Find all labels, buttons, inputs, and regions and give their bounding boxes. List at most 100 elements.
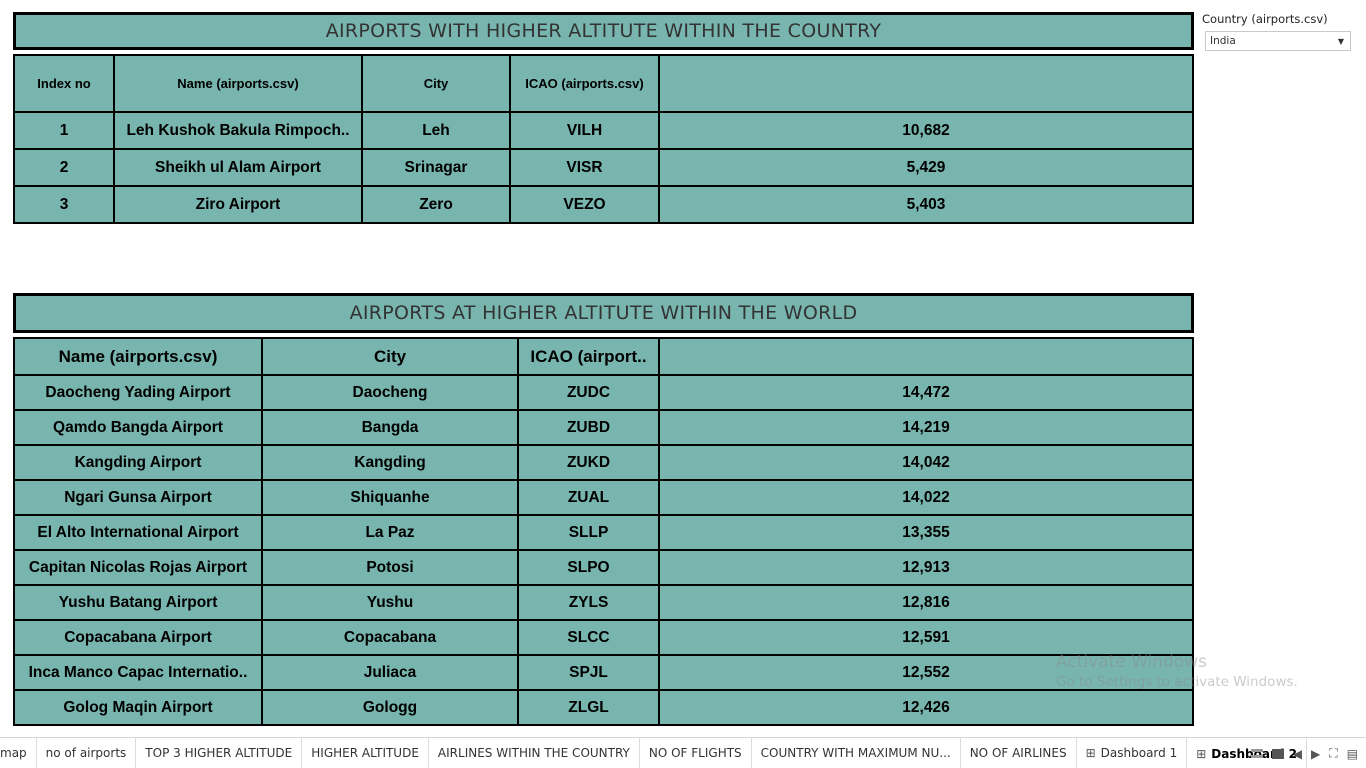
airport-name-cell: Copacabana Airport [13, 619, 263, 656]
world-altitude-table: Name (airports.csv) City ICAO (airport..… [13, 337, 1194, 726]
country-table-title: AIRPORTS WITH HIGHER ALTITUTE WITHIN THE… [13, 12, 1194, 50]
tab-top-3-higher-altitude[interactable]: TOP 3 HIGHER ALTITUDE [136, 737, 303, 768]
sheet-tab-bar: map no of airports TOP 3 HIGHER ALTITUDE… [0, 737, 1366, 768]
column-header[interactable]: Name (airports.csv) [113, 54, 363, 113]
table-row[interactable]: Qamdo Bangda Airport Bangda ZUBD 14,219 [13, 409, 1194, 446]
chevron-down-icon[interactable]: ▼ [1337, 36, 1344, 46]
altitude-cell: 14,022 [658, 479, 1194, 516]
table-header-row: Index no Name (airports.csv) City ICAO (… [13, 54, 1194, 113]
icao-cell: ZYLS [517, 584, 660, 621]
altitude-cell: 5,403 [658, 185, 1194, 224]
dropdown-value: India [1210, 35, 1236, 47]
index-cell: 3 [13, 185, 115, 224]
airport-name-cell: Leh Kushok Bakula Rimpoch.. [113, 111, 363, 150]
column-header[interactable]: ICAO (airports.csv) [509, 54, 660, 113]
table-header-row: Name (airports.csv) City ICAO (airport.. [13, 337, 1194, 376]
altitude-cell: 14,219 [658, 409, 1194, 446]
airport-name-cell: Ziro Airport [113, 185, 363, 224]
airport-name-cell: El Alto International Airport [13, 514, 263, 551]
icao-cell: ZUAL [517, 479, 660, 516]
table-row[interactable]: 3 Ziro Airport Zero VEZO 5,403 [13, 185, 1194, 224]
city-cell: Copacabana [261, 619, 519, 656]
table-row[interactable]: Kangding Airport Kangding ZUKD 14,042 [13, 444, 1194, 481]
tab-no-of-flights[interactable]: NO OF FLIGHTS [640, 737, 752, 768]
table-row[interactable]: Inca Manco Capac Internatio.. Juliaca SPJL… [13, 654, 1194, 691]
tab-airlines-within-country[interactable]: AIRLINES WITHIN THE COUNTRY [429, 737, 640, 768]
city-cell: Zero [361, 185, 511, 224]
column-header[interactable]: Name (airports.csv) [13, 337, 263, 376]
altitude-cell: 12,426 [658, 689, 1194, 726]
icao-cell: ZUBD [517, 409, 660, 446]
table-row[interactable]: Ngari Gunsa Airport Shiquanhe ZUAL 14,022 [13, 479, 1194, 516]
presentation-mode-icon[interactable]: ▤ [1346, 746, 1358, 761]
altitude-cell: 13,355 [658, 514, 1194, 551]
icao-cell: VILH [509, 111, 660, 150]
column-header[interactable]: City [361, 54, 511, 113]
tab-map[interactable]: map [0, 737, 37, 768]
altitude-cell: 5,429 [658, 148, 1194, 187]
dashboard-icon: ⊞ [1196, 747, 1207, 761]
index-cell: 2 [13, 148, 115, 187]
airport-name-cell: Ngari Gunsa Airport [13, 479, 263, 516]
city-cell: Juliaca [261, 654, 519, 691]
airport-name-cell: Inca Manco Capac Internatio.. [13, 654, 263, 691]
tab-no-of-airports[interactable]: no of airports [37, 737, 137, 768]
watermark-subtitle: Go to Settings to activate Windows. [1056, 674, 1298, 690]
previous-sheet-icon[interactable]: ◀ [1292, 746, 1303, 761]
tab-no-of-airlines[interactable]: NO OF AIRLINES [961, 737, 1077, 768]
column-header[interactable] [658, 337, 1194, 376]
table-row[interactable]: 1 Leh Kushok Bakula Rimpoch.. Leh VILH 1… [13, 111, 1194, 150]
city-cell: Potosi [261, 549, 519, 586]
altitude-cell: 12,552 [658, 654, 1194, 691]
city-cell: Yushu [261, 584, 519, 621]
icao-cell: VEZO [509, 185, 660, 224]
tab-dashboard-2[interactable]: ⊞ Dashboard 2 [1187, 737, 1307, 768]
airport-name-cell: Kangding Airport [13, 444, 263, 481]
table-row[interactable]: Golog Maqin Airport Gologg ZLGL 12,426 [13, 689, 1194, 726]
tab-country-with-maximum[interactable]: COUNTRY WITH MAXIMUM NU... [752, 737, 961, 768]
airport-name-cell: Yushu Batang Airport [13, 584, 263, 621]
icao-cell: SLCC [517, 619, 660, 656]
airport-name-cell: Capitan Nicolas Rojas Airport [13, 549, 263, 586]
city-cell: Bangda [261, 409, 519, 446]
tab-higher-altitude[interactable]: HIGHER ALTITUDE [302, 737, 429, 768]
world-table-title: AIRPORTS AT HIGHER ALTITUTE WITHIN THE W… [13, 293, 1194, 333]
country-dropdown[interactable]: India ▼ [1205, 31, 1351, 51]
fullscreen-icon[interactable]: ⛶ [1329, 746, 1338, 760]
altitude-cell: 12,913 [658, 549, 1194, 586]
table-row[interactable]: Yushu Batang Airport Yushu ZYLS 12,816 [13, 584, 1194, 621]
altitude-cell: 10,682 [658, 111, 1194, 150]
city-cell: Kangding [261, 444, 519, 481]
altitude-cell: 14,042 [658, 444, 1194, 481]
next-sheet-icon[interactable]: ▶ [1311, 746, 1321, 761]
column-header[interactable]: ICAO (airport.. [517, 337, 660, 376]
altitude-cell: 14,472 [658, 374, 1194, 411]
tab-dashboard-1[interactable]: ⊞ Dashboard 1 [1077, 737, 1188, 768]
icao-cell: ZLGL [517, 689, 660, 726]
dashboard-icon: ⊞ [1085, 746, 1096, 760]
country-filter: Country (airports.csv) India ▼ [1202, 12, 1352, 51]
icao-cell: SPJL [517, 654, 660, 691]
column-header[interactable] [658, 54, 1194, 113]
city-cell: Shiquanhe [261, 479, 519, 516]
table-row[interactable]: Daocheng Yading Airport Daocheng ZUDC 14,47… [13, 374, 1194, 411]
column-header[interactable]: Index no [13, 54, 115, 113]
table-row[interactable]: Copacabana Airport Copacabana SLCC 12,591 [13, 619, 1194, 656]
tab-bar-controls: ◀ ▶ ⛶ ▤ [1250, 738, 1358, 768]
column-header[interactable]: City [261, 337, 519, 376]
icao-cell: ZUDC [517, 374, 660, 411]
table-row[interactable]: Capitan Nicolas Rojas Airport Potosi SLPO 1… [13, 549, 1194, 586]
filter-label: Country (airports.csv) [1202, 12, 1328, 26]
show-filmstrip-icon[interactable] [1271, 748, 1284, 759]
show-sheet-sorter-icon[interactable] [1250, 749, 1263, 758]
altitude-cell: 12,816 [658, 584, 1194, 621]
airport-name-cell: Sheikh ul Alam Airport [113, 148, 363, 187]
tab-label: Dashboard 1 [1100, 746, 1178, 760]
activate-windows-watermark: Activate Windows Go to Settings to activ… [1056, 652, 1298, 690]
city-cell: Gologg [261, 689, 519, 726]
table-row[interactable]: 2 Sheikh ul Alam Airport Srinagar VISR 5… [13, 148, 1194, 187]
watermark-title: Activate Windows [1056, 652, 1207, 672]
city-cell: Daocheng [261, 374, 519, 411]
table-row[interactable]: El Alto International Airport La Paz SLLP 1… [13, 514, 1194, 551]
icao-cell: SLPO [517, 549, 660, 586]
